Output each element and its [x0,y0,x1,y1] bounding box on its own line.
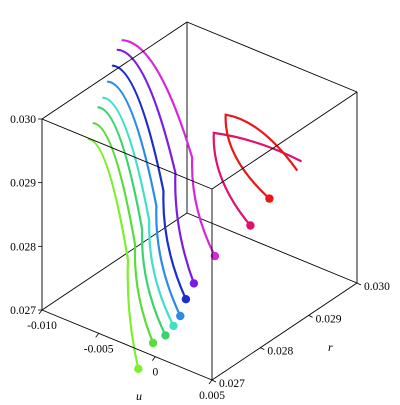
x-tick-label: 0 [152,367,158,379]
series-line [97,106,167,337]
series-line [224,113,298,200]
box-edge [186,21,358,93]
box-back-edges [41,22,358,311]
y-tick-mark [211,379,217,383]
box-edge [186,212,358,284]
y-tick-label: 0.027 [219,378,245,390]
y-axis-label: r [328,340,333,354]
series-marker [176,311,185,321]
x-tick-label: -0.005 [84,343,114,355]
box-front-edges [41,21,358,381]
x-tick-mark [38,309,43,315]
series-line [116,48,195,285]
series-marker [134,364,143,373]
series-marker [181,295,191,304]
box-edge [41,118,213,190]
series-line [111,64,187,301]
x-tick-mark [208,379,213,385]
series-marker [210,251,220,261]
box-edge [41,21,188,120]
series-layer [87,39,302,373]
y-tick-label: 0.030 [364,281,390,293]
x-tick-mark [152,356,156,361]
x-tick-label: -0.010 [27,320,57,332]
series-marker [189,279,199,288]
y-tick-mark [260,347,265,351]
box-edge [41,212,188,311]
y-tick-mark [356,282,362,286]
x-tick-label: 0.005 [199,390,225,400]
series-line [106,80,182,318]
series-marker [265,194,274,203]
series-marker [148,338,158,348]
box-edge [211,282,358,381]
box-edge [211,91,358,190]
series-line [102,96,175,327]
series-line [92,122,155,345]
series-marker [169,321,178,331]
z-tick-label: 0.027 [10,305,36,317]
series-line [87,138,140,370]
y-tick-label: 0.028 [267,346,293,358]
series-line [212,131,302,227]
y-tick-mark [308,314,313,318]
z-tick-label: 0.029 [10,178,36,190]
series-marker [246,221,255,230]
x-axis-label: u [136,389,142,400]
series-line [121,39,216,258]
box-edge [41,309,213,381]
tick-layer: -0.010-0.00500.0050.0270.0280.0290.0300.… [10,114,390,402]
series-marker [161,331,170,340]
y-tick-label: 0.029 [316,313,342,325]
z-tick-label: 0.028 [10,241,36,253]
x-tick-mark [95,333,99,338]
z-tick-label: 0.030 [10,114,36,126]
